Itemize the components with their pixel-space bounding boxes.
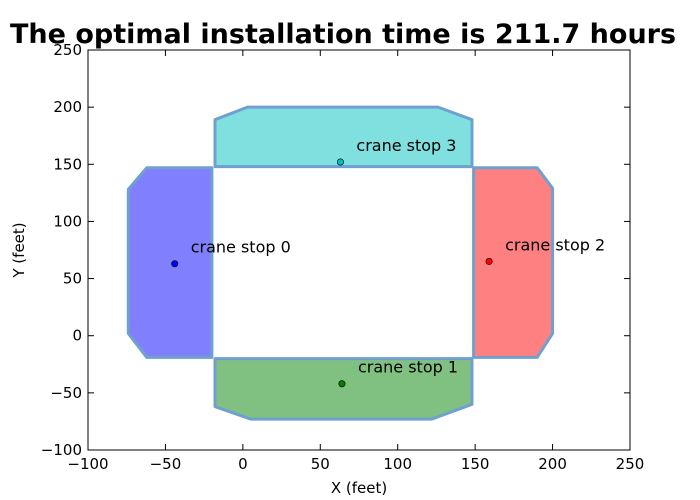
crane-stop-label-3: crane stop 3 <box>356 136 456 155</box>
x-tick-label-6: 200 <box>538 455 567 473</box>
crane-stop-label-2: crane stop 2 <box>505 235 605 254</box>
crane-stop-label-1: crane stop 1 <box>358 358 458 377</box>
y-axis-label: Y (feet) <box>10 222 28 278</box>
crane-stop-points <box>171 158 493 388</box>
x-tick-label-4: 100 <box>383 455 412 473</box>
region-2 <box>472 166 555 359</box>
crane-stop-point-2 <box>485 257 493 265</box>
x-tick-label-0: −100 <box>67 455 108 473</box>
plot-frame <box>87 49 631 451</box>
chart-title: The optimal installation time is 211.7 h… <box>10 19 676 50</box>
x-tick-label-1: −50 <box>150 455 182 473</box>
y-tick-label-3: 50 <box>63 270 82 288</box>
x-tick-label-2: 0 <box>238 455 248 473</box>
y-tick-label-2: 0 <box>72 327 82 345</box>
y-tick-label-4: 100 <box>53 212 82 230</box>
crane-stop-label-0: crane stop 0 <box>191 238 291 257</box>
installation-regions <box>126 105 555 421</box>
crane-stop-point-0 <box>171 260 179 268</box>
y-tick-label-6: 200 <box>53 98 82 116</box>
region-0 <box>126 166 214 359</box>
x-tick-labels: −100 −50 0 50 100 150 200 250 <box>67 455 644 473</box>
y-tick-label-0: −100 <box>41 441 82 459</box>
y-tick-label-5: 150 <box>53 155 82 173</box>
y-tick-label-7: 250 <box>53 41 82 59</box>
crane-stop-point-1 <box>338 380 346 388</box>
region-3 <box>213 105 474 169</box>
axis-ticks <box>87 49 631 451</box>
x-tick-label-7: 250 <box>616 455 645 473</box>
x-tick-label-5: 150 <box>461 455 490 473</box>
y-tick-labels: −100 −50 0 50 100 150 200 250 <box>41 41 82 459</box>
x-axis-label: X (feet) <box>331 479 387 497</box>
region-1 <box>213 357 474 421</box>
crane-stop-annotations: crane stop 0 crane stop 1 crane stop 2 cran… <box>191 136 605 377</box>
x-tick-label-3: 50 <box>311 455 330 473</box>
crane-stop-point-3 <box>336 158 344 166</box>
y-tick-label-1: −50 <box>50 384 82 402</box>
